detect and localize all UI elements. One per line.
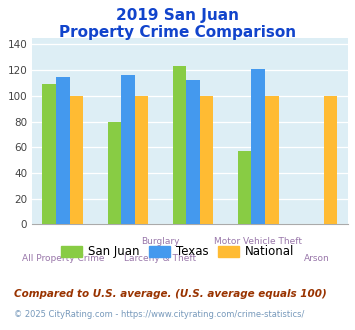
Bar [121, 75, 135, 224]
Bar [108, 121, 121, 224]
Legend: San Juan, Texas, National: San Juan, Texas, National [56, 241, 299, 263]
Text: 2019 San Juan: 2019 San Juan [116, 8, 239, 23]
Text: © 2025 CityRating.com - https://www.cityrating.com/crime-statistics/: © 2025 CityRating.com - https://www.city… [14, 310, 305, 319]
Text: Compared to U.S. average. (U.S. average equals 100): Compared to U.S. average. (U.S. average … [14, 289, 327, 299]
Bar [251, 69, 265, 224]
Bar [200, 96, 213, 224]
Text: Motor Vehicle Theft: Motor Vehicle Theft [214, 238, 302, 247]
Bar [186, 81, 200, 224]
Bar [265, 96, 279, 224]
Text: Property Crime Comparison: Property Crime Comparison [59, 25, 296, 40]
Bar [56, 77, 70, 224]
Bar [135, 96, 148, 224]
Bar [173, 66, 186, 224]
Bar [237, 151, 251, 224]
Text: Burglary: Burglary [141, 238, 180, 247]
Bar [70, 96, 83, 224]
Text: Arson: Arson [304, 254, 330, 263]
Bar [43, 84, 56, 224]
Text: Larceny & Theft: Larceny & Theft [125, 254, 197, 263]
Bar [324, 96, 337, 224]
Text: All Property Crime: All Property Crime [22, 254, 104, 263]
